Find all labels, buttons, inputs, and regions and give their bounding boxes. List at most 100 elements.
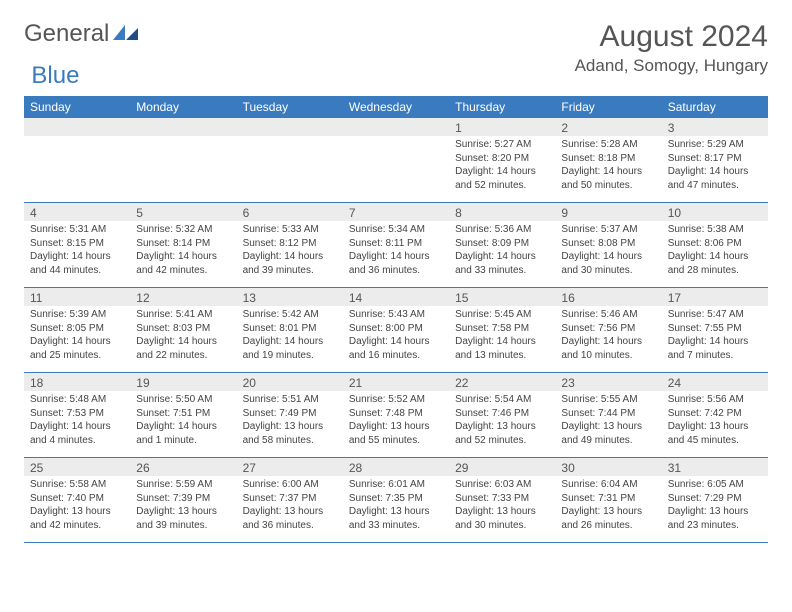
- day-number: 18: [24, 373, 130, 391]
- sunrise-line: Sunrise: 5:43 AM: [349, 308, 443, 322]
- daylight-line: Daylight: 13 hours and 23 minutes.: [668, 505, 762, 532]
- sunset-line: Sunset: 8:05 PM: [30, 322, 124, 336]
- day-cell: 15Sunrise: 5:45 AMSunset: 7:58 PMDayligh…: [449, 288, 555, 372]
- day-header-thursday: Thursday: [449, 96, 555, 118]
- day-number: 27: [237, 458, 343, 476]
- weeks-container: 1Sunrise: 5:27 AMSunset: 8:20 PMDaylight…: [24, 118, 768, 543]
- sunset-line: Sunset: 8:14 PM: [136, 237, 230, 251]
- day-content: Sunrise: 5:34 AMSunset: 8:11 PMDaylight:…: [343, 221, 449, 281]
- day-content: Sunrise: 5:50 AMSunset: 7:51 PMDaylight:…: [130, 391, 236, 451]
- day-content: Sunrise: 5:37 AMSunset: 8:08 PMDaylight:…: [555, 221, 661, 281]
- daylight-line: Daylight: 13 hours and 58 minutes.: [243, 420, 337, 447]
- daylight-line: Daylight: 14 hours and 33 minutes.: [455, 250, 549, 277]
- day-content: Sunrise: 5:54 AMSunset: 7:46 PMDaylight:…: [449, 391, 555, 451]
- sunset-line: Sunset: 8:06 PM: [668, 237, 762, 251]
- day-number: 15: [449, 288, 555, 306]
- day-content: Sunrise: 5:43 AMSunset: 8:00 PMDaylight:…: [343, 306, 449, 366]
- location: Adand, Somogy, Hungary: [575, 56, 768, 76]
- day-content: Sunrise: 5:28 AMSunset: 8:18 PMDaylight:…: [555, 136, 661, 196]
- logo-text-2: Blue: [31, 62, 79, 90]
- day-cell: 24Sunrise: 5:56 AMSunset: 7:42 PMDayligh…: [662, 373, 768, 457]
- day-cell: 27Sunrise: 6:00 AMSunset: 7:37 PMDayligh…: [237, 458, 343, 542]
- day-cell: [237, 118, 343, 202]
- day-number: [237, 118, 343, 136]
- sunset-line: Sunset: 8:11 PM: [349, 237, 443, 251]
- sunset-line: Sunset: 8:18 PM: [561, 152, 655, 166]
- day-number: 17: [662, 288, 768, 306]
- daylight-line: Daylight: 14 hours and 25 minutes.: [30, 335, 124, 362]
- day-number: 25: [24, 458, 130, 476]
- sunset-line: Sunset: 8:08 PM: [561, 237, 655, 251]
- sunset-line: Sunset: 8:20 PM: [455, 152, 549, 166]
- sunset-line: Sunset: 8:12 PM: [243, 237, 337, 251]
- sunrise-line: Sunrise: 5:27 AM: [455, 138, 549, 152]
- day-cell: 31Sunrise: 6:05 AMSunset: 7:29 PMDayligh…: [662, 458, 768, 542]
- day-cell: 7Sunrise: 5:34 AMSunset: 8:11 PMDaylight…: [343, 203, 449, 287]
- sunrise-line: Sunrise: 5:56 AM: [668, 393, 762, 407]
- day-number: 13: [237, 288, 343, 306]
- title-block: August 2024 Adand, Somogy, Hungary: [575, 20, 768, 76]
- week-row: 25Sunrise: 5:58 AMSunset: 7:40 PMDayligh…: [24, 458, 768, 543]
- day-content: [130, 136, 236, 142]
- sunrise-line: Sunrise: 6:00 AM: [243, 478, 337, 492]
- sunrise-line: Sunrise: 5:50 AM: [136, 393, 230, 407]
- sunrise-line: Sunrise: 5:38 AM: [668, 223, 762, 237]
- day-header-monday: Monday: [130, 96, 236, 118]
- calendar-page: General August 2024 Adand, Somogy, Hunga…: [0, 0, 792, 563]
- day-cell: 23Sunrise: 5:55 AMSunset: 7:44 PMDayligh…: [555, 373, 661, 457]
- daylight-line: Daylight: 14 hours and 44 minutes.: [30, 250, 124, 277]
- sunrise-line: Sunrise: 5:28 AM: [561, 138, 655, 152]
- day-number: 19: [130, 373, 236, 391]
- day-content: Sunrise: 6:03 AMSunset: 7:33 PMDaylight:…: [449, 476, 555, 536]
- day-number: 24: [662, 373, 768, 391]
- day-cell: 22Sunrise: 5:54 AMSunset: 7:46 PMDayligh…: [449, 373, 555, 457]
- day-number: 14: [343, 288, 449, 306]
- daylight-line: Daylight: 14 hours and 30 minutes.: [561, 250, 655, 277]
- day-header-wednesday: Wednesday: [343, 96, 449, 118]
- day-cell: 18Sunrise: 5:48 AMSunset: 7:53 PMDayligh…: [24, 373, 130, 457]
- day-cell: 29Sunrise: 6:03 AMSunset: 7:33 PMDayligh…: [449, 458, 555, 542]
- day-number: 20: [237, 373, 343, 391]
- sunrise-line: Sunrise: 6:03 AM: [455, 478, 549, 492]
- day-number: 22: [449, 373, 555, 391]
- sunset-line: Sunset: 7:29 PM: [668, 492, 762, 506]
- day-number: 16: [555, 288, 661, 306]
- daylight-line: Daylight: 14 hours and 47 minutes.: [668, 165, 762, 192]
- daylight-line: Daylight: 13 hours and 26 minutes.: [561, 505, 655, 532]
- day-number: 5: [130, 203, 236, 221]
- daylight-line: Daylight: 13 hours and 42 minutes.: [30, 505, 124, 532]
- calendar-table: SundayMondayTuesdayWednesdayThursdayFrid…: [24, 96, 768, 543]
- sunset-line: Sunset: 7:55 PM: [668, 322, 762, 336]
- logo: General: [24, 20, 139, 48]
- sunset-line: Sunset: 8:01 PM: [243, 322, 337, 336]
- day-content: Sunrise: 5:38 AMSunset: 8:06 PMDaylight:…: [662, 221, 768, 281]
- day-number: 11: [24, 288, 130, 306]
- sunset-line: Sunset: 7:58 PM: [455, 322, 549, 336]
- daylight-line: Daylight: 14 hours and 50 minutes.: [561, 165, 655, 192]
- day-number: 6: [237, 203, 343, 221]
- day-content: Sunrise: 5:39 AMSunset: 8:05 PMDaylight:…: [24, 306, 130, 366]
- sunset-line: Sunset: 7:56 PM: [561, 322, 655, 336]
- sunset-line: Sunset: 7:40 PM: [30, 492, 124, 506]
- day-content: Sunrise: 6:05 AMSunset: 7:29 PMDaylight:…: [662, 476, 768, 536]
- day-number: 3: [662, 118, 768, 136]
- day-cell: 20Sunrise: 5:51 AMSunset: 7:49 PMDayligh…: [237, 373, 343, 457]
- sunrise-line: Sunrise: 5:33 AM: [243, 223, 337, 237]
- sunset-line: Sunset: 7:48 PM: [349, 407, 443, 421]
- day-content: Sunrise: 5:33 AMSunset: 8:12 PMDaylight:…: [237, 221, 343, 281]
- sunrise-line: Sunrise: 5:59 AM: [136, 478, 230, 492]
- sunset-line: Sunset: 7:42 PM: [668, 407, 762, 421]
- day-cell: 10Sunrise: 5:38 AMSunset: 8:06 PMDayligh…: [662, 203, 768, 287]
- day-number: 7: [343, 203, 449, 221]
- day-cell: [24, 118, 130, 202]
- sunset-line: Sunset: 7:31 PM: [561, 492, 655, 506]
- day-content: Sunrise: 5:47 AMSunset: 7:55 PMDaylight:…: [662, 306, 768, 366]
- day-content: Sunrise: 5:59 AMSunset: 7:39 PMDaylight:…: [130, 476, 236, 536]
- day-cell: 8Sunrise: 5:36 AMSunset: 8:09 PMDaylight…: [449, 203, 555, 287]
- daylight-line: Daylight: 13 hours and 55 minutes.: [349, 420, 443, 447]
- sunset-line: Sunset: 7:39 PM: [136, 492, 230, 506]
- sunrise-line: Sunrise: 5:41 AM: [136, 308, 230, 322]
- sunset-line: Sunset: 7:53 PM: [30, 407, 124, 421]
- sunrise-line: Sunrise: 5:31 AM: [30, 223, 124, 237]
- day-cell: 16Sunrise: 5:46 AMSunset: 7:56 PMDayligh…: [555, 288, 661, 372]
